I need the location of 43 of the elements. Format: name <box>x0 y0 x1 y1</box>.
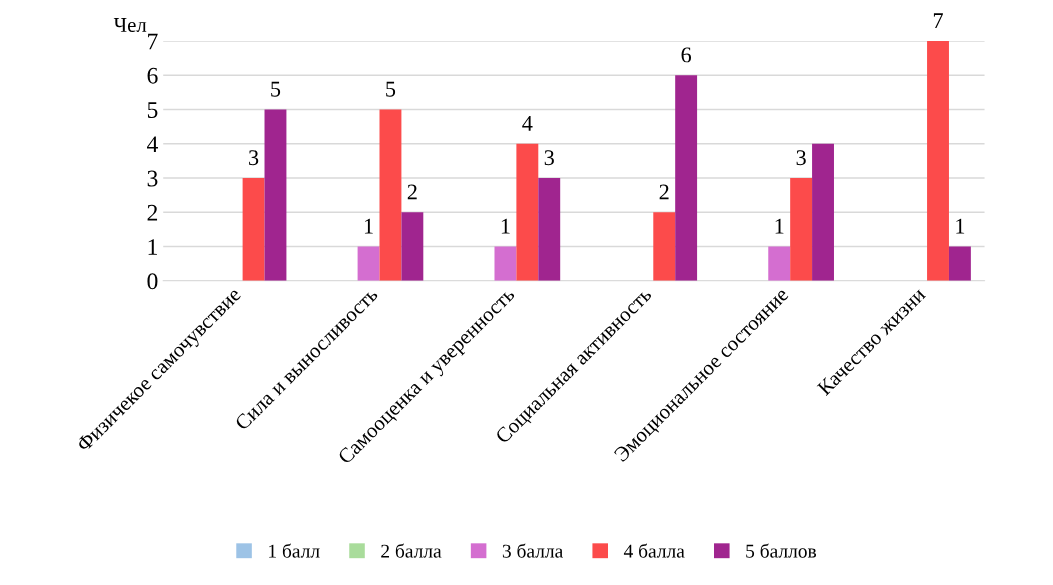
data-label: 1 <box>364 218 373 234</box>
data-label: 3 <box>796 150 806 166</box>
legend-label: 4 балла <box>623 543 685 558</box>
data-label: 1 <box>501 218 510 234</box>
legend-label: 2 балла <box>381 543 442 558</box>
bar <box>768 246 791 281</box>
legend-label: 1 балл <box>269 543 320 558</box>
bar <box>927 40 949 281</box>
data-label: 2 <box>659 184 669 200</box>
data-label: 7 <box>933 13 943 28</box>
y-tick-label: 5 <box>147 102 158 118</box>
bar <box>948 246 971 281</box>
data-label: 3 <box>544 150 554 166</box>
y-tick-label: 3 <box>147 170 158 187</box>
y-tick-label: 1 <box>148 239 157 255</box>
bar <box>264 109 287 281</box>
data-label: 3 <box>249 150 259 166</box>
bar <box>401 212 424 281</box>
y-tick-label: 4 <box>147 136 158 152</box>
bar <box>653 212 676 281</box>
bar <box>675 75 698 281</box>
y-tick-label: 7 <box>148 33 158 50</box>
data-label: 1 <box>775 218 784 234</box>
bar <box>242 178 265 281</box>
y-tick-label: 2 <box>147 204 158 221</box>
data-label: 6 <box>681 47 692 63</box>
data-label: 5 <box>271 81 281 97</box>
bar <box>538 178 561 281</box>
bar <box>812 143 834 281</box>
y-tick-label: 0 <box>147 273 158 290</box>
data-label: 2 <box>407 184 417 200</box>
bar <box>357 246 380 281</box>
bar <box>790 178 813 281</box>
data-label: 4 <box>522 116 533 131</box>
y-tick-label: 6 <box>147 67 158 84</box>
data-label: 5 <box>386 81 396 97</box>
bar <box>516 143 539 281</box>
data-label: 1 <box>956 218 965 234</box>
legend-label: 3 балла <box>502 543 563 558</box>
legend-label: 5 баллов <box>746 543 817 558</box>
y-axis-title: Чел <box>113 18 147 32</box>
bar <box>494 246 517 281</box>
bar <box>379 109 402 281</box>
